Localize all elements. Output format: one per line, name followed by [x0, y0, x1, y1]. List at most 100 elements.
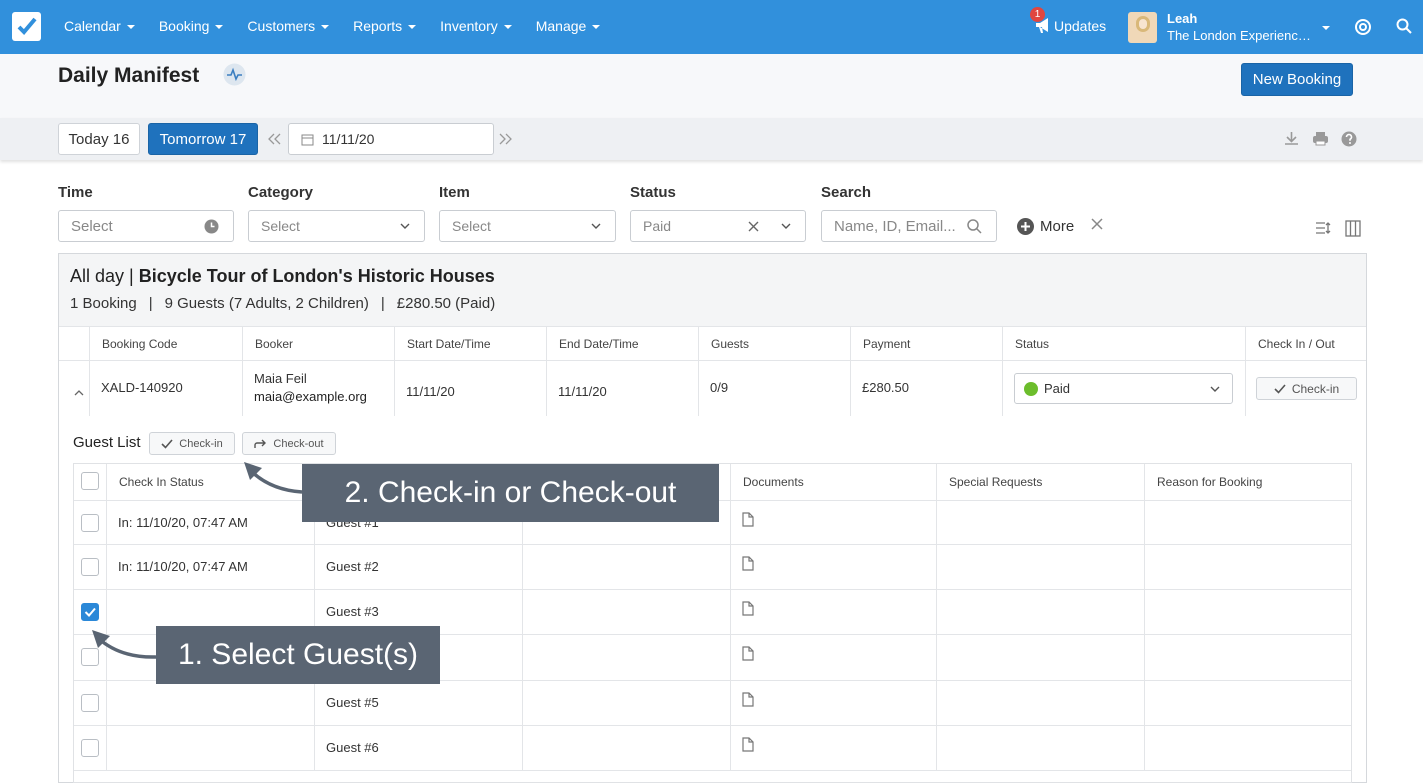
- guest-name: Guest #5: [326, 695, 379, 710]
- select-all-checkbox[interactable]: [81, 472, 99, 490]
- filter-placeholder: Select: [71, 217, 113, 235]
- filter-input[interactable]: Name, ID, Email...: [821, 210, 997, 242]
- guest-checkbox[interactable]: [81, 694, 99, 712]
- filter-input[interactable]: Select: [248, 210, 425, 242]
- cell-divider: [314, 545, 315, 589]
- filter-input[interactable]: Select: [58, 210, 234, 242]
- print-icon[interactable]: [1312, 131, 1329, 146]
- cell-divider: [1144, 545, 1145, 589]
- user-org[interactable]: The London Experienc…: [1167, 28, 1311, 43]
- more-icon[interactable]: [1017, 218, 1034, 235]
- guest-name: Guest #6: [326, 740, 379, 755]
- guest-checkbox[interactable]: [81, 648, 99, 666]
- next-icon[interactable]: [499, 133, 513, 145]
- guest-row: In: 11/10/20, 07:47 AM Guest #2: [74, 545, 1351, 590]
- check-in-status: In: 11/10/20, 07:47 AM: [118, 515, 248, 530]
- filter-input[interactable]: Select: [439, 210, 616, 242]
- today-button[interactable]: Today 16: [58, 123, 140, 155]
- filter-placeholder: Paid: [643, 218, 672, 234]
- guest-action-button[interactable]: Check-out: [242, 432, 336, 455]
- nav-item[interactable]: Manage: [536, 18, 601, 34]
- logo[interactable]: [12, 12, 41, 41]
- nav-label: Inventory: [440, 18, 498, 34]
- prev-icon[interactable]: [268, 133, 282, 145]
- nav-item[interactable]: Calendar: [64, 18, 135, 34]
- guest-list-label: Guest List: [73, 434, 141, 451]
- cell-divider: [1144, 726, 1145, 770]
- caret: [592, 25, 601, 29]
- filter-placeholder: Name, ID, Email...: [834, 217, 956, 235]
- cell-divider: [106, 590, 107, 634]
- event-summary: 1 Booking | 9 Guests (7 Adults, 2 Children…: [70, 295, 495, 312]
- cell-divider: [730, 590, 731, 634]
- event-title: Bicycle Tour of London's Historic Houses: [138, 266, 495, 286]
- button-label: Check-in: [1291, 381, 1340, 396]
- nav-item[interactable]: Customers: [247, 18, 330, 34]
- help-icon[interactable]: [1341, 131, 1357, 147]
- guest-checkbox[interactable]: [81, 514, 99, 532]
- guest-row: Guest #6: [74, 726, 1351, 771]
- help-icon[interactable]: [1354, 18, 1372, 36]
- booking-code: XALD-140920: [101, 380, 183, 395]
- guest-checkbox[interactable]: [81, 739, 99, 757]
- guest-checkbox[interactable]: [81, 603, 99, 621]
- nav-label: Reports: [353, 18, 403, 34]
- bookings-table: Booking Code Booker Start Date/Time End Dat…: [59, 326, 1366, 416]
- callout: 1. Select Guest(s): [156, 626, 440, 684]
- check-in-button[interactable]: Check-in: [1256, 377, 1357, 400]
- new-booking-button[interactable]: New Booking: [1241, 63, 1353, 96]
- column-header: Payment: [850, 327, 1002, 360]
- column-header: [59, 327, 89, 360]
- cell-divider: [936, 635, 937, 680]
- filter-input[interactable]: Paid: [630, 210, 806, 242]
- cell-divider: [730, 501, 731, 544]
- caret: [215, 25, 224, 29]
- status-select[interactable]: Paid: [1014, 373, 1233, 404]
- column-header: Booker: [242, 327, 394, 360]
- date-input[interactable]: 11/11/20: [288, 123, 494, 155]
- pulse-icon[interactable]: [223, 63, 246, 86]
- end-date: 11/11/20: [558, 384, 607, 399]
- payment: £280.50: [862, 380, 909, 395]
- clear-icon[interactable]: [1091, 218, 1103, 230]
- columns-icon[interactable]: [1345, 220, 1361, 237]
- cell-divider: [89, 361, 90, 416]
- avatar[interactable]: [1128, 12, 1157, 43]
- page-title: Daily Manifest: [58, 64, 200, 87]
- filter-icon: [204, 219, 219, 234]
- cell-divider: [850, 361, 851, 416]
- user-name[interactable]: Leah: [1167, 11, 1198, 26]
- nav-item[interactable]: Inventory: [440, 18, 512, 34]
- cell-divider: [1245, 361, 1246, 416]
- column-header: Status: [1002, 327, 1245, 360]
- cell-divider: [936, 726, 937, 770]
- guest-checkbox[interactable]: [81, 558, 99, 576]
- columns-sort-icon[interactable]: [1315, 221, 1332, 236]
- more-button[interactable]: More: [1040, 218, 1075, 235]
- cell-divider: [936, 681, 937, 725]
- cell-divider: [698, 361, 699, 416]
- nav-item[interactable]: Reports: [353, 18, 417, 34]
- booker-email[interactable]: maia@example.org: [254, 389, 367, 404]
- cell-divider: [936, 501, 937, 544]
- search-icon[interactable]: [1396, 18, 1412, 34]
- callout: 2. Check-in or Check-out: [302, 464, 719, 522]
- download-icon[interactable]: [1284, 131, 1299, 146]
- navbar: 1 Updates Leah The London Experienc… Cal…: [0, 0, 1423, 54]
- nav-item[interactable]: Booking: [159, 18, 224, 34]
- user-caret[interactable]: [1322, 26, 1330, 30]
- updates-link[interactable]: Updates: [1054, 18, 1107, 34]
- filter-label: Category: [248, 184, 314, 201]
- cell-divider: [106, 635, 107, 680]
- status-value: Paid: [1044, 381, 1071, 396]
- document-icon: [742, 692, 754, 712]
- status-dot: [1024, 381, 1038, 396]
- cell-divider: [522, 635, 523, 680]
- column-header: Guests: [698, 327, 850, 360]
- tomorrow-button[interactable]: Tomorrow 17: [148, 123, 258, 155]
- booker-name: Maia Feil: [254, 371, 307, 386]
- guest-action-button[interactable]: Check-in: [149, 432, 235, 455]
- cell-divider: [106, 501, 107, 544]
- cell-divider: [730, 545, 731, 589]
